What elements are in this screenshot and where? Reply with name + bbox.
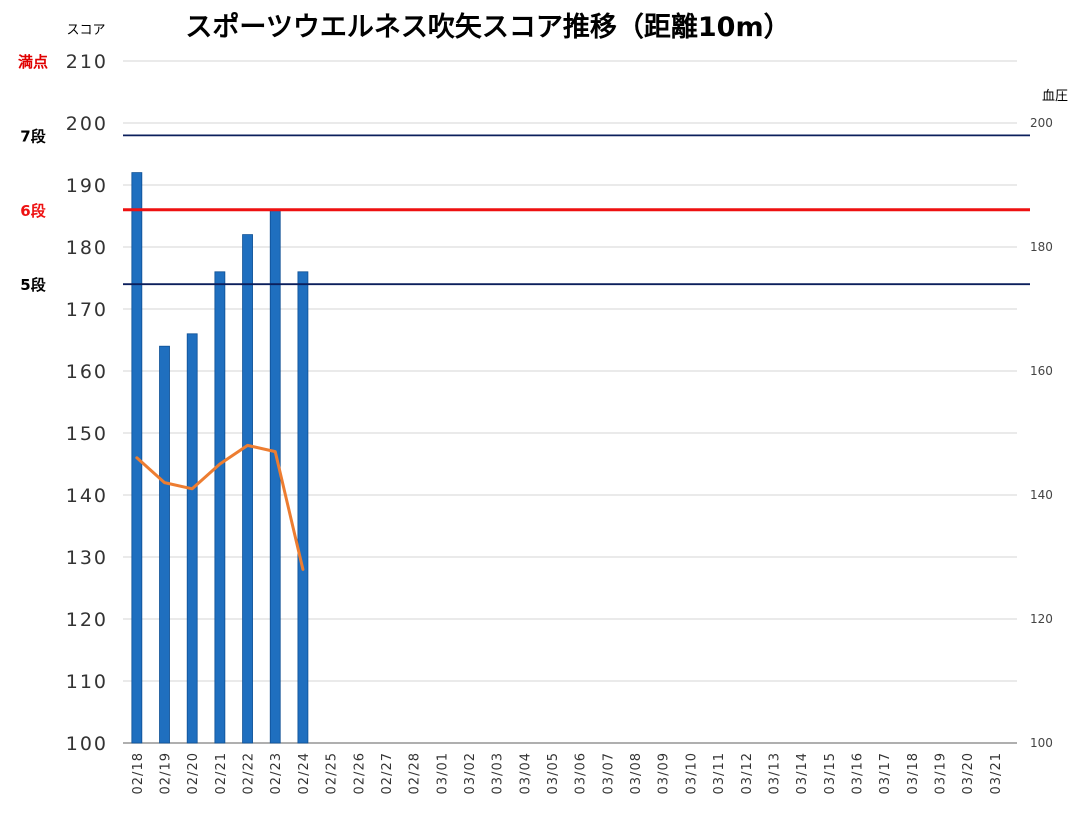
score-bar: [186, 333, 198, 744]
reference-label: 5段: [20, 276, 45, 294]
x-tick-label: 03/08: [629, 752, 644, 794]
x-tick-label: 03/05: [546, 752, 561, 794]
x-tick-label: 02/28: [408, 752, 423, 794]
x-tick-label: 03/15: [823, 752, 838, 794]
y-tick-label: 140: [66, 485, 108, 507]
right-axis-ticks: 100 120 140 160 180 200: [1030, 116, 1053, 750]
x-tick-label: 02/21: [214, 752, 229, 794]
score-bar: [242, 234, 253, 744]
score-bar: [269, 209, 281, 744]
y-tick-label: 160: [66, 361, 108, 383]
x-tick-label: 03/09: [657, 752, 672, 794]
y-tick-label: 130: [66, 547, 108, 569]
y2-axis-title: 血圧: [1042, 89, 1068, 104]
x-tick-label: 03/01: [435, 752, 450, 794]
y2-tick-label: 120: [1030, 612, 1053, 626]
gridlines: [123, 60, 1017, 744]
score-bar: [159, 345, 170, 744]
y-tick-label: 110: [66, 671, 108, 693]
x-tick-label: 03/07: [601, 752, 616, 794]
blood-pressure-line: [135, 443, 305, 571]
line-series: [135, 443, 305, 571]
y-tick-label: 190: [66, 175, 108, 197]
reference-label: 7段: [20, 127, 45, 145]
x-tick-label: 03/03: [491, 752, 506, 794]
chart-title: スポーツウエルネス吹矢スコア推移（距離10m）: [185, 11, 790, 43]
y-tick-label: 200: [66, 113, 108, 135]
reference-label: 6段: [20, 202, 45, 220]
x-tick-label: 02/25: [325, 752, 340, 794]
y2-tick-label: 140: [1030, 488, 1053, 502]
left-axis-ticks: 100 110 120 130 140 150 160 170 180 190 200 210: [66, 51, 108, 755]
y-tick-label: 170: [66, 299, 108, 321]
x-tick-label: 03/21: [989, 752, 1004, 794]
x-tick-label: 02/27: [380, 752, 395, 794]
y-axis-title: スコア: [66, 23, 105, 38]
y2-tick-label: 100: [1030, 736, 1053, 750]
reference-label: 満点: [18, 53, 48, 71]
x-tick-label: 02/24: [297, 752, 312, 794]
y2-tick-label: 160: [1030, 364, 1053, 378]
y-tick-label: 180: [66, 237, 108, 259]
bar-series: [131, 172, 309, 744]
score-bar: [297, 271, 309, 744]
x-tick-label: 03/20: [961, 752, 976, 794]
reference-lines: 満点 7段 6段 5段: [18, 53, 1030, 294]
x-tick-label: 03/16: [850, 752, 865, 794]
x-tick-label: 02/19: [159, 752, 174, 794]
x-axis-ticks: 02/18 02/19 02/20 02/21 02/22 02/23 02/24 02/25…: [131, 752, 1004, 794]
x-tick-label: 02/18: [131, 752, 146, 794]
y-tick-label: 100: [66, 733, 108, 755]
x-tick-label: 03/06: [574, 752, 589, 794]
x-tick-label: 03/13: [767, 752, 782, 794]
x-tick-label: 03/18: [906, 752, 921, 794]
x-tick-label: 02/26: [352, 752, 367, 794]
x-tick-label: 03/19: [934, 752, 949, 794]
x-tick-label: 02/23: [269, 752, 284, 794]
x-tick-label: 03/12: [740, 752, 755, 794]
score-bar: [214, 271, 226, 744]
x-tick-label: 03/14: [795, 752, 810, 794]
x-tick-label: 03/17: [878, 752, 893, 794]
x-tick-label: 03/11: [712, 752, 727, 794]
x-tick-label: 02/20: [186, 752, 201, 794]
x-tick-label: 03/02: [463, 752, 478, 794]
x-tick-label: 03/10: [684, 752, 699, 794]
y2-tick-label: 180: [1030, 240, 1053, 254]
y-tick-label: 120: [66, 609, 108, 631]
x-tick-label: 03/04: [518, 752, 533, 794]
x-tick-label: 02/22: [242, 752, 257, 794]
y2-tick-label: 200: [1030, 116, 1053, 130]
y-tick-label: 150: [66, 423, 108, 445]
y-tick-label: 210: [66, 51, 108, 73]
